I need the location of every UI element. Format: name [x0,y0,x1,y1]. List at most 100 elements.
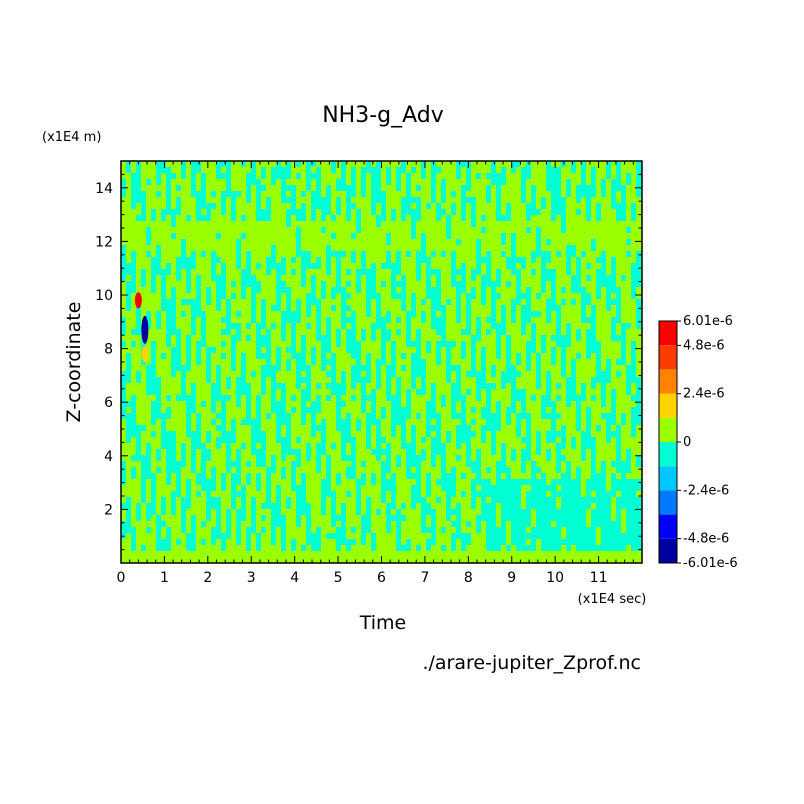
colorbar: 6.01e-64.8e-62.4e-60-2.4e-6-4.8e-6-6.01e… [658,314,738,571]
heatmap-cell [541,275,546,281]
chart-title: NH3-g_Adv [322,103,444,128]
heatmap-cell [581,185,586,191]
heatmap-cell [316,407,321,413]
heatmap-cell [126,437,131,443]
heatmap-cell [486,197,491,203]
heatmap-cell [586,413,591,419]
heatmap-cell [451,473,456,479]
heatmap-cell [156,527,161,533]
heatmap-cell [151,473,156,479]
heatmap-cell [371,449,376,455]
heatmap-cell [581,317,586,323]
heatmap-cell [596,497,601,503]
heatmap-cell [606,497,611,503]
heatmap-cell [566,497,571,503]
heatmap-cell [521,527,526,533]
heatmap-cell [376,437,381,443]
heatmap-cell [436,413,441,419]
heatmap-cell [506,281,511,287]
heatmap-cell [286,221,291,227]
heatmap-cell [426,413,431,419]
heatmap-cell [276,515,281,521]
heatmap-cell [516,413,521,419]
heatmap-cell [196,419,201,425]
heatmap-cell [181,251,186,257]
heatmap-cell [596,521,601,527]
heatmap-cell [361,167,366,173]
heatmap-cell [491,515,496,521]
heatmap-cell [306,293,311,299]
heatmap-cell [416,545,421,551]
heatmap-cell [501,317,506,323]
heatmap-cell [131,269,136,275]
heatmap-cell [281,467,286,473]
heatmap-cell [161,353,166,359]
heatmap-cell [246,335,251,341]
heatmap-cell [596,215,601,221]
heatmap-cell [541,203,546,209]
heatmap-cell [241,293,246,299]
heatmap-cell [251,419,256,425]
heatmap-cell [166,263,171,269]
heatmap-cell [621,215,626,221]
heatmap-cell [166,311,171,317]
heatmap-cell [566,179,571,185]
heatmap-cell [541,539,546,545]
heatmap-cell [246,173,251,179]
heatmap-cell [501,443,506,449]
heatmap-cell [441,179,446,185]
heatmap-cell [326,257,331,263]
heatmap-cell [321,491,326,497]
heatmap-cell [631,287,636,293]
heatmap-cell [216,377,221,383]
heatmap-cell [341,317,346,323]
heatmap-cell [566,401,571,407]
heatmap-cell [506,371,511,377]
heatmap-cell [541,521,546,527]
heatmap-cell [546,449,551,455]
heatmap-cell [246,191,251,197]
x-unit-label: (x1E4 sec) [578,592,647,607]
heatmap-cell [371,479,376,485]
heatmap-cell [566,341,571,347]
heatmap-cell [126,299,131,305]
heatmap-cell [426,401,431,407]
heatmap-cell [496,329,501,335]
heatmap-cell [406,323,411,329]
heatmap-cell [251,449,256,455]
heatmap-cell [321,227,326,233]
heatmap-cell [356,359,361,365]
heatmap-cell [291,347,296,353]
heatmap-cell [466,299,471,305]
heatmap-cell [441,449,446,455]
heatmap-cell [356,425,361,431]
heatmap-cell [271,167,276,173]
heatmap-cell [151,215,156,221]
heatmap-cell [476,269,481,275]
heatmap-cell [436,425,441,431]
heatmap-cell [471,335,476,341]
heatmap-cell [371,167,376,173]
heatmap-cell [261,215,266,221]
heatmap-cell [266,341,271,347]
heatmap-cell [406,191,411,197]
heatmap-cell [446,365,451,371]
heatmap-cell [566,251,571,257]
heatmap-cell [316,299,321,305]
heatmap-cell [431,449,436,455]
y-tick-label: 4 [104,449,113,465]
heatmap-cell [626,239,631,245]
heatmap-cell [566,521,571,527]
heatmap-cell [411,371,416,377]
heatmap-cell [136,329,141,335]
heatmap-cell [571,275,576,281]
heatmap-cell [226,455,231,461]
heatmap-cell [211,389,216,395]
heatmap-cell [261,341,266,347]
heatmap-cell [461,341,466,347]
heatmap-cell [376,449,381,455]
heatmap-cell [436,269,441,275]
heatmap-cell [516,509,521,515]
heatmap-cell [621,197,626,203]
